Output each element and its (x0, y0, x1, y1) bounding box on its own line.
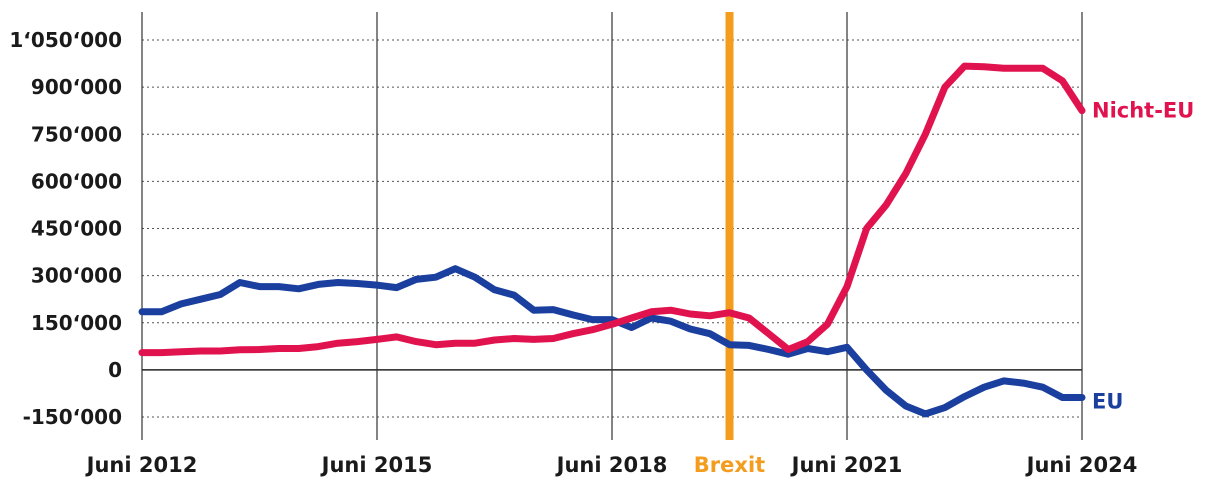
series-line-eu (138, 265, 1086, 418)
series-line-nicht-eu (138, 62, 1086, 357)
x-tick-label: Juni 2012 (85, 453, 198, 477)
y-tick-label: 300‘000 (31, 264, 122, 288)
series-lines (138, 62, 1086, 418)
x-tick-label: Juni 2021 (790, 453, 903, 477)
x-tick-label: Juni 2018 (555, 453, 668, 477)
x-axis-ticks: Juni 2012 Juni 2015 Juni 2018 Juni 2021 Juni… (85, 453, 1138, 477)
y-tick-label: 750‘000 (31, 122, 122, 146)
y-tick-label: 1‘050‘000 (9, 28, 122, 52)
y-tick-label: 900‘000 (31, 75, 122, 99)
y-tick-label: 600‘000 (31, 169, 122, 193)
series-labels: EU Nicht-EU (1092, 99, 1194, 414)
brexit-marker-label: Brexit (694, 453, 765, 477)
series-label: Nicht-EU (1092, 99, 1194, 123)
y-axis-ticks: 1‘050‘000 900‘000 750‘000 600‘000 450‘000 300… (9, 28, 122, 429)
y-tick-label: 450‘000 (31, 217, 122, 241)
y-tick-label: 0 (108, 358, 122, 382)
x-tick-label: Juni 2024 (1025, 453, 1138, 477)
y-tick-label: -150‘000 (23, 405, 122, 429)
vertical-gridlines (141, 12, 1083, 440)
x-tick-label: Juni 2015 (320, 453, 433, 477)
series-label: EU (1092, 390, 1123, 414)
y-tick-label: 150‘000 (31, 311, 122, 335)
